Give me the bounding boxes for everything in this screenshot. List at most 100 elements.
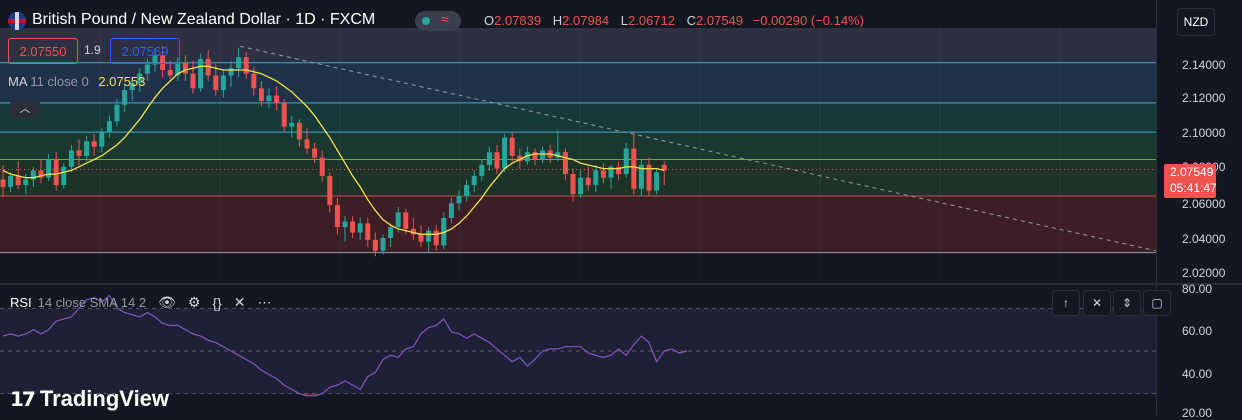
candle-body [220, 75, 226, 91]
candle-body [274, 95, 280, 103]
arrow-up-icon: ↑ [1063, 296, 1069, 310]
candle-body [160, 55, 166, 70]
candle-body [281, 102, 287, 127]
rsi-legend[interactable]: RSI 14 close SMA 14 2 👁 ⚙ {} ✕ ⋯ [10, 294, 272, 311]
currency-button[interactable]: NZD [1177, 8, 1215, 36]
candle-body [251, 73, 257, 89]
ma-params: 11 close 0 [30, 74, 89, 89]
candle-body [441, 217, 447, 246]
source-code-icon[interactable]: {} [212, 294, 222, 311]
gear-icon[interactable]: ⚙ [187, 294, 201, 310]
candle-body [266, 95, 272, 102]
candle-body [433, 230, 439, 246]
candle-body [68, 150, 74, 167]
candle-body [578, 177, 584, 195]
candle-body [99, 132, 105, 147]
candle-body [182, 62, 188, 74]
candle-body [319, 157, 325, 176]
eye-icon[interactable]: 👁 [158, 294, 176, 310]
candle-body [486, 152, 492, 165]
waves-icon: ≈ [441, 11, 449, 27]
low-value: 2.06712 [628, 13, 675, 28]
candle-body [84, 141, 90, 156]
candle-body [517, 155, 523, 162]
last-price-value: 2.07549 [1170, 165, 1214, 179]
candle-body [623, 148, 629, 175]
candle-body [106, 121, 112, 133]
ma-legend[interactable]: MA 11 close 0 2.07553 [8, 74, 145, 89]
buy-button[interactable]: 2.07569 [110, 38, 180, 64]
last-price-label: 2.07549 05:41:47 [1164, 164, 1217, 198]
candle-body [654, 172, 660, 191]
candle-body [418, 234, 424, 242]
close-icon[interactable]: ✕ [233, 294, 246, 310]
rsi-oversold-fill [303, 393, 311, 396]
price-tick: 2.14000 [1182, 58, 1226, 72]
candle-body [15, 175, 21, 186]
candle-body [646, 164, 652, 191]
zone-band [0, 102, 1156, 133]
candle-body [494, 152, 500, 169]
symbol-title[interactable]: British Pound / New Zealand Dollar · 1D … [32, 11, 376, 28]
candle-body [38, 170, 44, 178]
candle-body [236, 57, 242, 69]
candle-body [479, 164, 485, 176]
candle-body [312, 148, 318, 158]
candle-body [91, 141, 97, 147]
maximize-pane-button[interactable]: ▢ [1143, 290, 1171, 316]
candle-body [198, 59, 204, 89]
zone-band [0, 62, 1156, 103]
candle-body [380, 238, 386, 251]
price-tick: 2.04000 [1182, 232, 1226, 246]
zone-band [0, 28, 1156, 63]
spread-value: 1.9 [84, 43, 101, 57]
candle-body [304, 139, 310, 149]
move-pane-up-button[interactable]: ↑ [1052, 290, 1080, 316]
bar-countdown: 05:41:47 [1170, 181, 1217, 195]
candle-body [76, 150, 82, 156]
sell-button[interactable]: 2.07550 [8, 38, 78, 64]
rsi-tick: 80.00 [1182, 282, 1213, 296]
candle-body [524, 152, 530, 162]
candle-body [167, 70, 173, 76]
high-label: H [552, 13, 563, 28]
candle-body [342, 221, 348, 228]
tradingview-logo[interactable]: 𝟭𝟳 TradingView [10, 386, 169, 412]
rsi-line [2, 294, 688, 397]
low-label: L [620, 13, 628, 28]
candle-body [0, 179, 6, 187]
delete-pane-button[interactable]: ✕ [1083, 290, 1111, 316]
price-tick: 2.02000 [1182, 266, 1226, 280]
candle-body [175, 62, 181, 76]
candle-body [114, 104, 120, 122]
rsi-name: RSI [10, 295, 32, 310]
rsi-tick: 40.00 [1182, 367, 1213, 381]
collapse-pane-button[interactable]: ⇕ [1113, 290, 1141, 316]
rsi-tick: 60.00 [1182, 324, 1213, 338]
rsi-params: 14 close SMA 14 2 [37, 295, 147, 310]
collapse-legend-button[interactable]: ︿ [10, 100, 40, 118]
zone-band [0, 132, 1156, 160]
candle-body [585, 177, 591, 186]
candle-body [509, 137, 515, 156]
candle-body [129, 82, 135, 91]
candle-body [61, 166, 67, 186]
candle-body [562, 152, 568, 175]
candle-body [365, 223, 371, 240]
candle-body [456, 196, 462, 204]
candle-body [258, 88, 264, 102]
maximize-icon: ▢ [1151, 296, 1163, 310]
market-status-pill[interactable]: ≈ [415, 11, 461, 31]
candle-body [608, 166, 614, 178]
candle-body [296, 122, 302, 140]
candle-body [30, 170, 36, 180]
close-icon: ✕ [1091, 296, 1103, 310]
candle-body [395, 212, 401, 228]
more-icon[interactable]: ⋯ [257, 294, 272, 310]
price-tick: 2.12000 [1182, 91, 1226, 105]
ma-value: 2.07553 [98, 74, 146, 89]
candle-body [334, 205, 340, 228]
candle-body [372, 239, 378, 251]
price-tick: 2.06000 [1182, 197, 1226, 211]
